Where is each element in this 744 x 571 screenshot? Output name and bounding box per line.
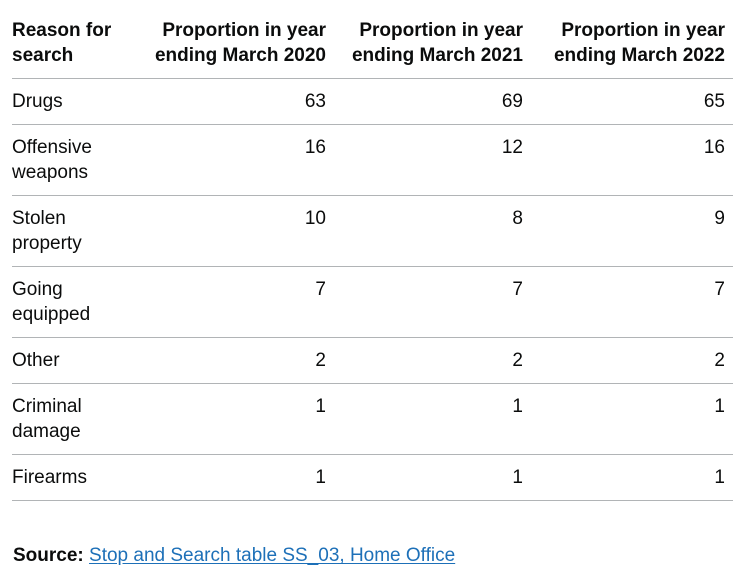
column-header-reason-for-search: Reason for search <box>12 14 152 79</box>
value-cell: 9 <box>543 195 733 267</box>
table-header-row: Reason for search Proportion in year end… <box>12 14 733 79</box>
source-link[interactable]: Stop and Search table SS_03, Home Office <box>89 545 456 566</box>
value-cell: 2 <box>152 337 346 384</box>
source-line: Source: Stop and Search table SS_03, Hom… <box>13 543 733 568</box>
value-cell: 2 <box>543 337 733 384</box>
value-cell: 1 <box>346 383 543 455</box>
value-cell: 8 <box>346 195 543 267</box>
value-cell: 16 <box>543 124 733 196</box>
value-cell: 12 <box>346 124 543 196</box>
row-header-cell: Stolen property <box>12 195 152 267</box>
row-header-cell: Firearms <box>12 454 152 501</box>
value-cell: 16 <box>152 124 346 196</box>
column-header-year-ending-march-2020: Proportion in year ending March 2020 <box>152 14 346 79</box>
table-header: Reason for search Proportion in year end… <box>12 14 733 79</box>
table-body: Drugs 63 69 65 Offensive weapons 16 12 16 Stolen… <box>12 78 733 501</box>
table-row: Going equipped 7 7 7 <box>12 266 733 338</box>
value-cell: 7 <box>543 266 733 338</box>
column-header-year-ending-march-2021: Proportion in year ending March 2021 <box>346 14 543 79</box>
row-header-cell: Drugs <box>12 78 152 125</box>
row-header-cell: Going equipped <box>12 266 152 338</box>
value-cell: 65 <box>543 78 733 125</box>
table-row: Drugs 63 69 65 <box>12 78 733 125</box>
row-header-cell: Other <box>12 337 152 384</box>
value-cell: 1 <box>543 454 733 501</box>
value-cell: 7 <box>346 266 543 338</box>
value-cell: 1 <box>152 383 346 455</box>
column-header-year-ending-march-2022: Proportion in year ending March 2022 <box>543 14 733 79</box>
value-cell: 10 <box>152 195 346 267</box>
value-cell: 69 <box>346 78 543 125</box>
table-row: Stolen property 10 8 9 <box>12 195 733 267</box>
value-cell: 63 <box>152 78 346 125</box>
row-header-cell: Criminal damage <box>12 383 152 455</box>
table-row: Criminal damage 1 1 1 <box>12 383 733 455</box>
table-row: Other 2 2 2 <box>12 337 733 384</box>
table-row: Firearms 1 1 1 <box>12 454 733 501</box>
row-header-cell: Offensive weapons <box>12 124 152 196</box>
source-label: Source: <box>13 545 84 566</box>
table-row: Offensive weapons 16 12 16 <box>12 124 733 196</box>
value-cell: 2 <box>346 337 543 384</box>
value-cell: 1 <box>346 454 543 501</box>
stop-search-proportions-table: Reason for search Proportion in year end… <box>12 14 733 501</box>
value-cell: 7 <box>152 266 346 338</box>
value-cell: 1 <box>152 454 346 501</box>
value-cell: 1 <box>543 383 733 455</box>
